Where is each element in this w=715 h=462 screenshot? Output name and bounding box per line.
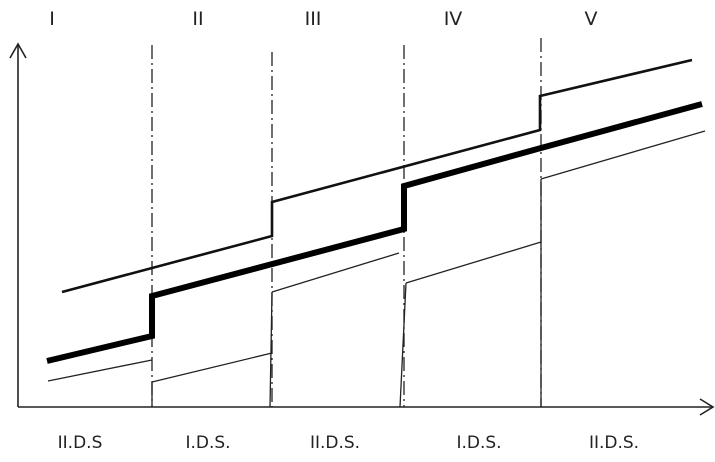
y-axis-arrow-icon — [9, 42, 27, 59]
drop-line-2 — [269, 291, 273, 408]
x-axis-arrow-icon — [699, 398, 715, 416]
lower-segment-1 — [47, 359, 153, 382]
zone-numeral-4: IV — [444, 8, 463, 30]
drop-line-3 — [399, 282, 407, 408]
lower-segment-2 — [151, 352, 273, 383]
zone-numeral-1: I — [49, 8, 55, 30]
zone-numeral-2: II — [192, 8, 203, 30]
phase-label-3: II.D.S. — [310, 433, 360, 453]
phase-label-5: II.D.S. — [589, 433, 639, 453]
upper-curve — [61, 58, 693, 294]
middle-curve — [46, 101, 703, 364]
lower-segment-4 — [405, 241, 542, 284]
lower-segment-3 — [271, 252, 400, 293]
phase-label-1: II.D.S — [58, 433, 103, 453]
lower-segment-5 — [540, 130, 706, 180]
phase-label-2: I.D.S. — [185, 433, 230, 453]
zone-numeral-3: III — [305, 8, 322, 30]
phase-label-4: I.D.S. — [456, 433, 501, 453]
zone-numeral-5: V — [585, 8, 598, 30]
